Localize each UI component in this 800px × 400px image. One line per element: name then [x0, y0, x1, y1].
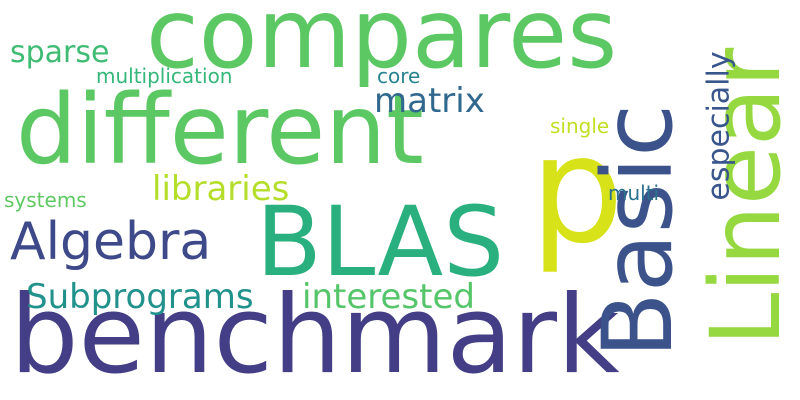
word-interested: interested	[302, 277, 475, 317]
word-multiplication: multiplication	[96, 64, 233, 88]
word-libraries: libraries	[152, 169, 290, 209]
word-systems: systems	[4, 188, 87, 212]
word-subprograms: Subprograms	[26, 277, 254, 317]
word-p: p	[530, 104, 624, 276]
word-basic: Basic	[582, 103, 695, 359]
word-blas: BLAS	[256, 186, 505, 298]
word-core: core	[377, 64, 421, 88]
word-algebra: Algebra	[10, 212, 212, 272]
word-multi: multi	[608, 181, 660, 205]
word-different: different	[16, 74, 424, 186]
word-sparse: sparse	[10, 35, 110, 70]
word-benchmark: benchmark	[10, 273, 620, 398]
word-matrix: matrix	[374, 81, 485, 121]
word-single: single	[550, 114, 610, 138]
word-compares: compares	[146, 0, 618, 90]
word-especially: especially	[701, 51, 737, 201]
